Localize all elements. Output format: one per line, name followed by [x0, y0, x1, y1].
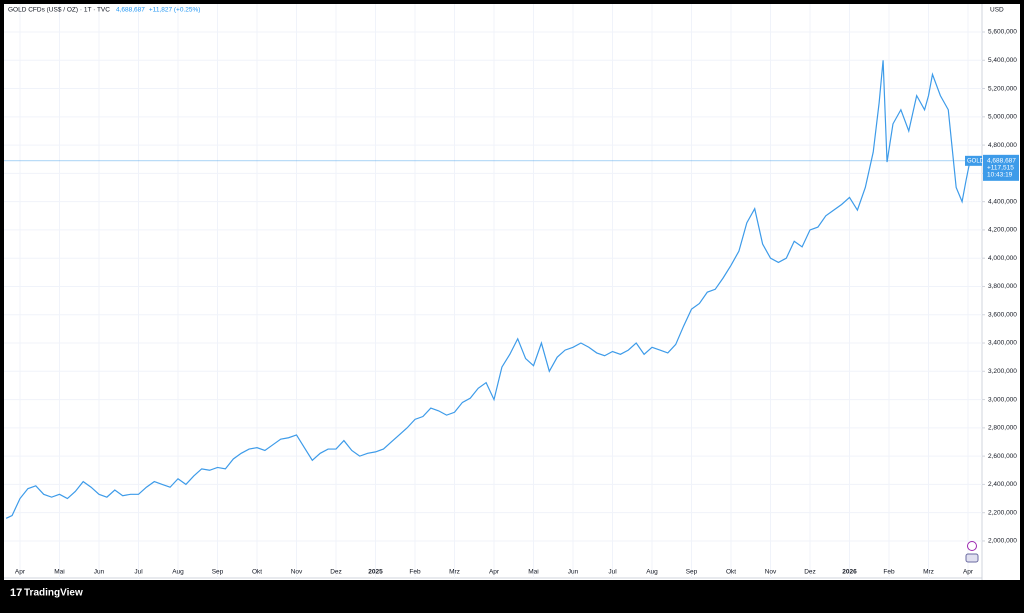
y-tick-label: 5,200,000 — [988, 85, 1017, 92]
x-tick-label: Mai — [528, 569, 538, 576]
y-tick-label: 5,400,000 — [988, 57, 1017, 64]
x-tick-label: Mrz — [449, 569, 460, 576]
logo-mark[interactable]: 17 — [10, 587, 22, 599]
price-line — [5, 60, 971, 519]
x-tick-label: Aug — [646, 569, 658, 576]
brand[interactable]: TradingView — [24, 588, 83, 599]
flag-icon[interactable] — [965, 553, 979, 563]
x-tick-label: Jun — [568, 569, 579, 576]
y-tick-label: 3,600,000 — [988, 311, 1017, 318]
x-tick-label: Feb — [409, 569, 421, 576]
x-tick-label: Dez — [330, 569, 342, 576]
x-tick-label: Apr — [15, 569, 26, 576]
y-tick-label: 4,200,000 — [988, 227, 1017, 234]
x-tick-label: 2026 — [842, 569, 857, 576]
x-tick-label: 2025 — [368, 569, 383, 576]
y-tick-label: 5,000,000 — [988, 114, 1017, 121]
currency: USD — [990, 7, 1004, 14]
x-tick-label: Okt — [252, 569, 262, 576]
event-icon[interactable] — [967, 541, 977, 551]
header-price: 4,688,687 — [116, 7, 145, 14]
x-tick-label: Sep — [686, 569, 698, 576]
x-tick-label: Sep — [212, 569, 224, 576]
x-tick-label: Mai — [54, 569, 64, 576]
y-tick-label: 4,800,000 — [988, 142, 1017, 149]
y-tick-label: 3,800,000 — [988, 283, 1017, 290]
y-tick-label: 2,800,000 — [988, 425, 1017, 432]
countdown: 10:43:19 — [987, 172, 1013, 179]
y-tick-label: 3,200,000 — [988, 368, 1017, 375]
symbol-title: GOLD CFDs (US$ / OZ) · 1T · TVC — [8, 7, 110, 14]
y-tick-label: 4,000,000 — [988, 255, 1017, 262]
symbol-tag-label: GOLD — [967, 158, 985, 164]
plot — [4, 60, 982, 519]
footer: 17 TradingView — [10, 587, 83, 599]
chart-background — [4, 4, 1020, 580]
x-tick-label: Aug — [172, 569, 184, 576]
x-tick-label: Nov — [291, 569, 303, 576]
x-tick-label: Nov — [765, 569, 777, 576]
x-tick-label: Jul — [134, 569, 143, 576]
symbol-tag — [965, 155, 982, 166]
x-tick-label: Apr — [963, 569, 974, 576]
x-tick-label: Apr — [489, 569, 500, 576]
y-tick-label: 2,600,000 — [988, 453, 1017, 460]
x-tick-label: Mrz — [923, 569, 934, 576]
x-tick-label: Okt — [726, 569, 736, 576]
last-change: +117,515 — [987, 165, 1014, 172]
x-tick-label: Jun — [94, 569, 105, 576]
y-tick-label: 5,600,000 — [988, 29, 1017, 36]
y-tick-label: 3,400,000 — [988, 340, 1017, 347]
last-price-box — [983, 154, 1019, 181]
y-tick-label: 2,400,000 — [988, 481, 1017, 488]
header-change: +11,827 (+0.25%) — [149, 7, 201, 14]
x-tick-label: Feb — [883, 569, 895, 576]
x-tick-label: Dez — [804, 569, 816, 576]
y-tick-label: 4,400,000 — [988, 198, 1017, 205]
x-tick-label: Jul — [608, 569, 617, 576]
y-tick-label: 2,200,000 — [988, 509, 1017, 516]
grid — [4, 4, 982, 578]
y-tick-label: 3,000,000 — [988, 396, 1017, 403]
last-price: 4,688,687 — [987, 158, 1016, 165]
y-tick-label: 2,000,000 — [988, 538, 1017, 545]
